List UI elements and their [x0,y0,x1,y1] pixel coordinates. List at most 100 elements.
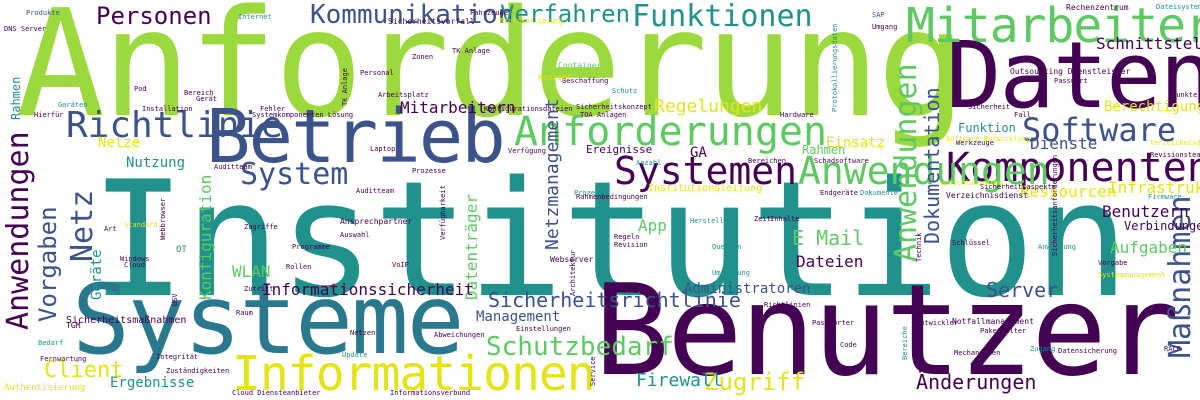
word-berechtigungen: Dienste [1030,134,1098,153]
word-anzahl: Anzahl [636,159,662,167]
word-bereiche: Bereiche [901,326,909,360]
word-netzen: Netzen [350,329,376,337]
word-revision: Revision [614,241,648,249]
word-systeme: Systeme [72,264,465,376]
word-software-entwicklung: TK Anlage [341,68,349,106]
word-software: Software [1022,111,1177,149]
word-regelungen: Schnittstellen [1096,34,1200,53]
word-personen: Verfahren [500,0,631,28]
word-bereich: Bereich [184,89,214,97]
word-management: Management [476,309,561,325]
word-betrieb: Betrieb [206,94,506,180]
word-richtlinien: Richtlinien [764,301,811,309]
word-anwendung: Anwendung [1038,243,1076,251]
word-integritaet: Integrität [156,353,199,361]
word-systemen: Systemen [614,149,798,193]
word-fernwartung: Fernwartung [40,355,87,363]
word-email: E Mail [792,226,865,250]
word-entwickler: Entwickler [916,319,959,327]
word-fehler: TK Anlage [452,47,490,55]
word-schadsoftware: Schadsoftware [814,157,869,165]
word-anforderungen: Anforderungen [514,109,828,155]
word-systemmanagement: Konfigurationsdateien [484,105,573,113]
word-sicherheit: Sicherheit [968,103,1011,111]
word-rechenzentrum: Rechenzentrum [1066,3,1129,12]
word-informationen: Informationen [232,346,596,400]
word-webserver: Webserver [550,255,594,264]
word-anforderung: Anforderung [16,0,966,150]
word-system: Richtlinie [66,105,283,146]
word-schnittstellen: Server [986,278,1059,302]
word-server: Client [44,358,124,383]
word-benutzer: Benutzer [594,257,1180,400]
word-verzeichnisdienst: Verzeichnisdienst [946,191,1028,200]
word-wlan: WLAN [232,262,271,281]
word-sicherheitsmassnahmen: Institutionsleitung [648,183,763,194]
word-protokollierungsdaten: Protokollierungsdaten [831,23,839,112]
word-geraeten: Geräten [58,101,88,109]
word-geraet: Gerät [196,95,218,103]
word-outsourcing-kunden: Systemmanagement [1098,271,1166,279]
word-outsourcing-dienstleister: Outsourcing Dienstleister [1010,67,1131,76]
word-internet: Internet [238,13,272,21]
word-prozesse: Prozesse [412,167,446,175]
word-sicherheitsaspekte: Sicherheitsanforderungen [1051,154,1059,256]
word-racf: RACF [1164,345,1181,353]
word-ereignisse: Funktion [958,121,1016,135]
word-webbrowser: Webbrowser [159,197,167,240]
word-verschluesselung: Verzeichnisdienste [1150,139,1200,147]
word-zutritt: Zutritt [244,285,274,293]
word-ergebnisse: Ergebnisse [110,375,195,391]
word-firmware: Firmware [1148,193,1182,201]
word-netz: Anwendungen [798,149,1050,193]
word-zustaendigkeiten: Zuständigkeiten [166,367,230,375]
word-mitarbeitern: Sicherheitsmaßnahmen [66,315,187,326]
word-zugang: Zugang [1030,345,1056,353]
word-notfallmanagement: Notfallmanagement [952,317,1034,326]
word-art: Art [104,225,117,233]
word-produkte: Produkte [26,9,60,17]
word-mechanismen: Mechanismen [954,349,1001,357]
word-informationssicherheit: Informationssicherheit [262,280,474,299]
word-code: Code [840,341,857,349]
word-rahmen: Rahmen [9,76,23,120]
word-ot: OT [176,245,187,255]
word-usv: USV [171,293,179,306]
word-cloud: Cloud [124,261,146,269]
word-raum: Raum [236,309,253,317]
word-funktion: Verbindungen [1124,219,1200,233]
word-umsetzung: Umsetzung [712,269,750,277]
word-regeln: Regeln [614,233,640,241]
word-netze: GA [690,145,707,161]
word-zonen: Zonen [412,53,434,61]
word-verfuegbarkeit: TOA Anlagen [580,111,627,119]
word-service: Service [589,356,597,386]
word-abweichungen: Abweichungen [434,331,485,339]
word-tgm: TGM [66,321,81,330]
word-administratoren: Administratoren [684,281,811,297]
word-beschaffung: Beschaffung [562,77,609,85]
word-ansprechpartner: Ansprechpartner [340,217,413,226]
word-aspekte: Aufgaben [1110,238,1188,257]
word-kommunikation: Funktionen [632,0,813,34]
word-datensicherungen: Vorgabe [1098,259,1128,267]
word-sicherheitsvorfall: Sicherheitsvorfall [388,17,475,26]
word-ga: Rahmen [802,143,846,157]
word-auswahl: Auswahl [340,231,370,239]
word-konfiguration: Konfiguration [196,174,215,300]
word-hardware: Hardware [780,111,814,119]
word-arbeitsplatz: Arbeitsplatz [378,91,429,99]
word-rahmenbedingungen: Fehler [260,105,286,113]
word-mitarbeiter: Mitarbeiter [906,0,1200,54]
word-installation: Installation [142,105,193,113]
word-sicherheitsanforderungen: Architektur [569,249,577,296]
word-personal: Personal [360,69,394,77]
word-prozess: Prozess [574,189,604,197]
word-daten: Daten [946,22,1200,129]
word-netzmanagement: Geräte [89,249,105,300]
word-benutzern: Ressourcen [1020,182,1117,201]
word-datentraeger: Netze [98,135,141,151]
word-schutzbedarf: Zugriff [704,368,806,396]
word-technik: Technik [915,232,923,262]
word-zugriffe: Zugriffe [244,223,278,231]
